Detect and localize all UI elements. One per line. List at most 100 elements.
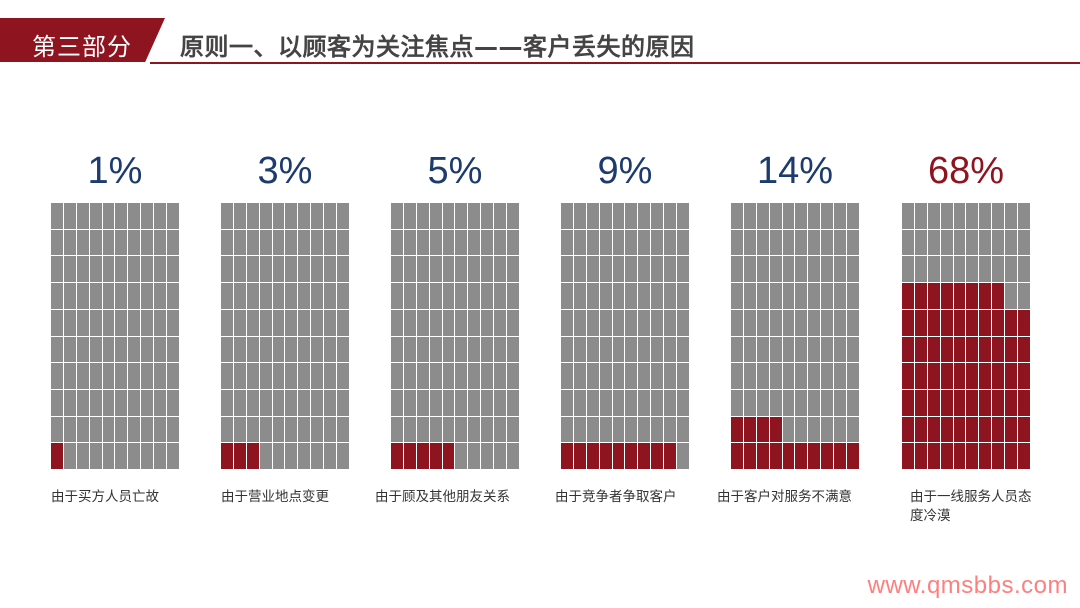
- waffle-cell: [259, 443, 272, 469]
- waffle-cell: [795, 203, 808, 229]
- waffle-cell: [677, 363, 689, 389]
- waffle-cell: [455, 443, 468, 469]
- waffle-cell-filled: [1005, 443, 1018, 469]
- waffle-cell: [625, 336, 638, 363]
- waffle-cell: [298, 389, 311, 416]
- waffle-cell: [416, 203, 429, 229]
- waffle-cell: [311, 203, 324, 229]
- waffle-cell: [128, 229, 141, 256]
- waffle-cell: [795, 256, 808, 283]
- waffle-cell: [115, 389, 128, 416]
- waffle-cell-filled: [221, 443, 233, 469]
- waffle-cell: [298, 336, 311, 363]
- waffle-cell: [731, 363, 743, 389]
- waffle-panel-1: 1% 由于买方人员亡故: [51, 150, 179, 510]
- waffle-cell: [756, 309, 769, 336]
- waffle-cell: [468, 389, 481, 416]
- waffle-cell: [468, 229, 481, 256]
- waffle-cell: [821, 283, 834, 309]
- waffle-cell-filled: [756, 443, 769, 469]
- waffle-cell: [808, 203, 821, 229]
- waffle-cell: [391, 283, 403, 309]
- waffle-cell: [795, 389, 808, 416]
- waffle-cell: [221, 229, 233, 256]
- waffle-cell: [664, 283, 677, 309]
- waffle-cell: [586, 416, 599, 443]
- waffle-cell: [782, 416, 795, 443]
- waffle-cell-filled: [914, 443, 927, 469]
- waffle-cell-filled: [756, 416, 769, 443]
- waffle-cell: [481, 389, 494, 416]
- waffle-cell: [664, 363, 677, 389]
- waffle-cell-filled: [1018, 389, 1030, 416]
- waffle-cell: [455, 283, 468, 309]
- waffle-cell: [337, 203, 349, 229]
- waffle-cell: [573, 309, 586, 336]
- waffle-cell: [834, 229, 847, 256]
- waffle-cell: [743, 283, 756, 309]
- waffle-cell: [507, 443, 519, 469]
- waffle-cell: [298, 416, 311, 443]
- waffle-cell-filled: [953, 363, 966, 389]
- waffle-cell: [115, 443, 128, 469]
- waffle-cell: [259, 203, 272, 229]
- waffle-cell: [128, 363, 141, 389]
- waffle-cell: [914, 229, 927, 256]
- waffle-cell-filled: [966, 336, 979, 363]
- waffle-cell-filled: [599, 443, 612, 469]
- waffle-cell-filled: [992, 389, 1005, 416]
- waffle-cell: [89, 363, 102, 389]
- waffle-cell: [298, 309, 311, 336]
- waffle-cell-filled: [902, 309, 914, 336]
- waffle-cell-filled: [834, 443, 847, 469]
- waffle-cell-filled: [429, 443, 442, 469]
- waffle-cell-filled: [902, 336, 914, 363]
- waffle-cell: [599, 203, 612, 229]
- waffle-cell: [115, 336, 128, 363]
- waffle-cell-filled: [638, 443, 651, 469]
- waffle-cell-filled: [1005, 389, 1018, 416]
- waffle-cell: [221, 363, 233, 389]
- waffle-cell-filled: [731, 443, 743, 469]
- waffle-cell: [638, 363, 651, 389]
- waffle-cell: [795, 363, 808, 389]
- waffle-cell-filled: [403, 443, 416, 469]
- waffle-cell: [298, 363, 311, 389]
- waffle-cell-filled: [979, 336, 992, 363]
- waffle-cell: [468, 309, 481, 336]
- waffle-cell: [561, 363, 573, 389]
- waffle-cell: [233, 203, 246, 229]
- waffle-cell: [808, 389, 821, 416]
- waffle-cell: [834, 256, 847, 283]
- watermark: www.qmsbbs.com: [867, 572, 1068, 599]
- waffle-cell: [599, 309, 612, 336]
- waffle-cell: [612, 229, 625, 256]
- waffle-cell: [154, 389, 167, 416]
- waffle-cell: [743, 336, 756, 363]
- waffle-cell: [795, 309, 808, 336]
- waffle-cell: [769, 229, 782, 256]
- waffle-cell: [651, 229, 664, 256]
- waffle-cell: [89, 416, 102, 443]
- waffle-cell: [167, 363, 179, 389]
- waffle-cell: [167, 283, 179, 309]
- waffle-cell: [442, 203, 455, 229]
- waffle-cell: [847, 416, 859, 443]
- waffle-cell: [167, 256, 179, 283]
- waffle-cell: [782, 283, 795, 309]
- waffle-cell: [481, 256, 494, 283]
- waffle-cell: [285, 229, 298, 256]
- waffle-cell: [403, 256, 416, 283]
- waffle-cell: [324, 443, 337, 469]
- waffle-cell: [76, 363, 89, 389]
- waffle-cell: [561, 283, 573, 309]
- waffle-cell: [586, 363, 599, 389]
- waffle-cell: [442, 309, 455, 336]
- waffle-cell: [429, 203, 442, 229]
- waffle-cell: [664, 229, 677, 256]
- waffle-panel-6: 68% 由于一线服务人员态度冷漠: [902, 150, 1032, 524]
- caption-4: 由于竞争者争取客户: [555, 489, 677, 505]
- waffle-cell: [599, 389, 612, 416]
- waffle-cell: [561, 416, 573, 443]
- waffle-cell: [89, 256, 102, 283]
